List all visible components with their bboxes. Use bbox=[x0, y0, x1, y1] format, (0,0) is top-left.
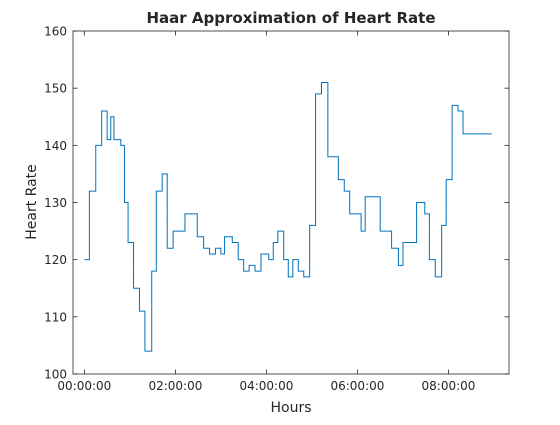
chart-marks bbox=[84, 81, 492, 352]
axis-ticks: 100 110 120 130 140 150 160 00:00:00 02:00:00 04:… bbox=[44, 25, 509, 393]
x-tick-label: 08:00:00 bbox=[422, 379, 476, 393]
series-line bbox=[84, 81, 492, 352]
x-tick-label: 04:00:00 bbox=[239, 379, 293, 393]
x-tick-label: 02:00:00 bbox=[148, 379, 202, 393]
plot-area bbox=[73, 31, 509, 374]
y-tick-label: 110 bbox=[44, 310, 67, 324]
x-tick-label: 00:00:00 bbox=[57, 379, 111, 393]
y-tick-label: 160 bbox=[44, 25, 67, 39]
y-tick-label: 130 bbox=[44, 196, 67, 210]
y-axis-label: Heart Rate bbox=[24, 164, 40, 240]
x-tick-label: 06:00:00 bbox=[330, 379, 384, 393]
y-tick-label: 150 bbox=[44, 82, 67, 96]
x-axis-label: Hours bbox=[270, 400, 311, 416]
y-tick-label: 140 bbox=[44, 139, 67, 153]
chart-title: Haar Approximation of Heart Rate bbox=[147, 9, 436, 27]
y-tick-label: 120 bbox=[44, 253, 67, 267]
y-tick-label: 100 bbox=[44, 368, 67, 382]
